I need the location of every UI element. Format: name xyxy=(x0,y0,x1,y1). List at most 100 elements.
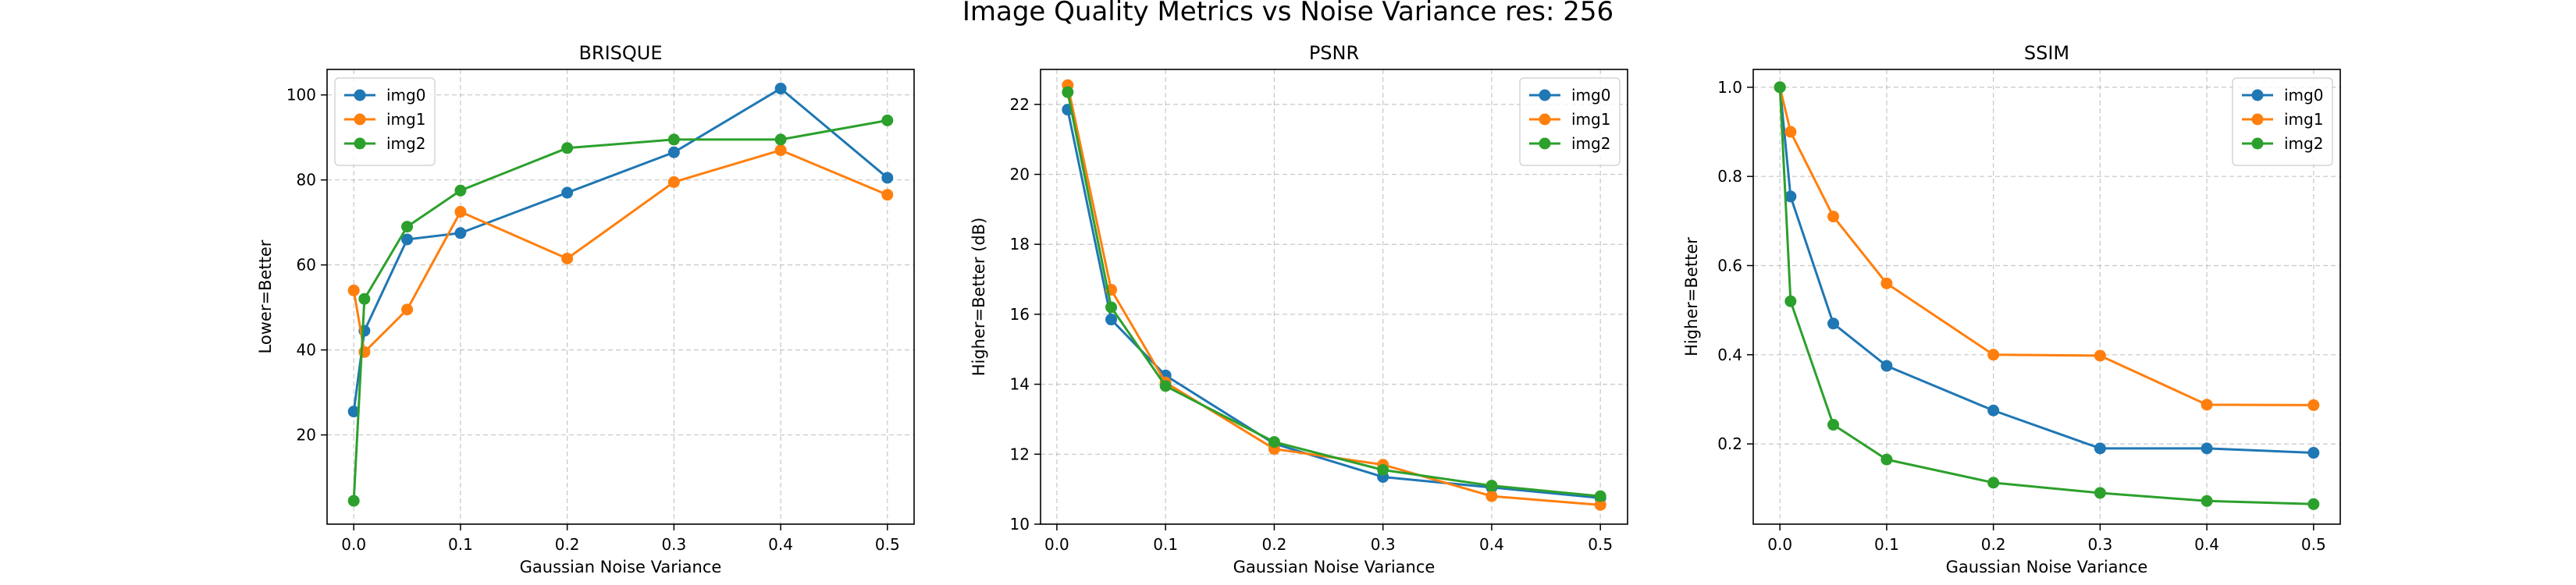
data-point-img1 xyxy=(454,206,467,218)
data-point-img2 xyxy=(1784,295,1797,307)
legend-marker-img1 xyxy=(2251,113,2264,126)
series-line-img0 xyxy=(352,87,888,412)
y-tick-label: 0.8 xyxy=(1717,167,1742,186)
x-tick-label: 0.2 xyxy=(555,535,580,554)
x-tick-label: 0.1 xyxy=(1153,535,1178,554)
data-point-img1 xyxy=(1987,349,2000,361)
legend-marker-img2 xyxy=(354,137,366,150)
data-point-img2 xyxy=(1268,436,1280,448)
data-point-img2 xyxy=(1827,419,1840,431)
data-point-img1 xyxy=(2307,399,2320,411)
data-point-img2 xyxy=(347,495,360,507)
legend-label-img1: img1 xyxy=(1571,110,1610,129)
y-tick-label: 80 xyxy=(297,171,316,190)
data-point-img2 xyxy=(1774,81,1786,94)
series-line-img2 xyxy=(1778,87,2314,505)
y-tick-label: 1.0 xyxy=(1717,78,1742,97)
chart-3-axes: 0.0 0.1 0.2 0.3 0.4 0.5 0.2 0.4 0.6 0.8 1.0 SSIM Gau… xyxy=(1682,42,2341,576)
data-point-img1 xyxy=(1485,490,1498,502)
data-point-img1 xyxy=(1880,277,1893,289)
x-tick-label: 0.2 xyxy=(1262,535,1287,554)
data-point-img1 xyxy=(1784,126,1797,138)
legend: img0 img1 img2 xyxy=(2232,77,2333,166)
legend: img0 img1 img2 xyxy=(334,77,436,166)
axes-frame xyxy=(1040,69,1628,525)
data-point-img2 xyxy=(358,292,371,305)
legend-marker-img0 xyxy=(354,89,366,101)
series-line-img1 xyxy=(1778,87,2314,406)
data-point-img0 xyxy=(667,146,680,158)
legend-marker-img2 xyxy=(2251,137,2264,150)
y-tick-label: 40 xyxy=(297,341,316,360)
y-tick-label: 20 xyxy=(297,426,316,445)
x-tick-label: 0.3 xyxy=(661,535,686,554)
legend-label-img2: img2 xyxy=(2284,134,2323,153)
data-point-img0 xyxy=(774,83,787,95)
data-point-img1 xyxy=(401,303,414,316)
y-tick-label: 18 xyxy=(1010,235,1030,254)
data-point-img2 xyxy=(1594,490,1606,502)
y-tick-label: 12 xyxy=(1010,445,1030,463)
series-line-img2 xyxy=(352,119,888,502)
data-point-img1 xyxy=(774,144,787,157)
data-point-img0 xyxy=(1880,360,1893,372)
y-axis-label: Lower=Better xyxy=(256,239,275,353)
chart-panels: 0.0 0.1 0.2 0.3 0.4 0.5 20 40 60 80 100 BRISQUE Gaus… xyxy=(256,42,2341,576)
data-point-img0 xyxy=(1784,190,1797,203)
chart-1-axes: 0.0 0.1 0.2 0.3 0.4 0.5 20 40 60 80 100 BRISQUE Gaus… xyxy=(256,42,915,576)
x-tick-label: 0.1 xyxy=(1874,535,1899,554)
legend-marker-img0 xyxy=(2251,89,2264,101)
x-tick-label: 0.0 xyxy=(1767,535,1792,554)
series-line-img1 xyxy=(352,149,888,353)
y-tick-label: 22 xyxy=(1010,95,1030,114)
data-point-img1 xyxy=(2094,349,2106,362)
x-axis-label: Gaussian Noise Variance xyxy=(1946,558,2148,576)
x-tick-label: 0.2 xyxy=(1981,535,2006,554)
x-tick-label: 0.5 xyxy=(875,535,900,554)
figure-suptitle: Image Quality Metrics vs Noise Variance … xyxy=(962,0,1614,27)
data-point-img1 xyxy=(881,189,894,201)
data-point-img2 xyxy=(2201,495,2213,507)
data-point-img2 xyxy=(1377,463,1389,476)
y-tick-label: 16 xyxy=(1010,305,1030,324)
legend-label-img2: img2 xyxy=(386,134,425,153)
x-tick-label: 0.5 xyxy=(1588,535,1613,554)
axes-frame xyxy=(326,69,915,525)
data-point-img0 xyxy=(2094,442,2106,455)
data-point-img1 xyxy=(347,284,360,296)
data-point-img0 xyxy=(401,233,414,246)
y-tick-label: 0.4 xyxy=(1717,346,1742,364)
data-point-img1 xyxy=(561,252,574,264)
legend-label-img0: img0 xyxy=(1571,86,1610,105)
data-point-img2 xyxy=(2307,498,2320,510)
data-point-img0 xyxy=(1827,317,1840,330)
x-tick-label: 0.3 xyxy=(2087,535,2112,554)
y-tick-label: 0.2 xyxy=(1717,434,1742,453)
chart-title: PSNR xyxy=(1309,42,1359,64)
x-axis-label: Gaussian Noise Variance xyxy=(1233,558,1436,576)
x-tick-label: 0.4 xyxy=(2194,535,2219,554)
data-point-img2 xyxy=(1485,480,1498,492)
y-tick-label: 0.6 xyxy=(1717,256,1742,275)
y-axis-label: Higher=Better xyxy=(1682,237,1701,356)
data-point-img1 xyxy=(1594,498,1606,511)
legend-marker-img0 xyxy=(1539,89,1551,101)
data-point-img2 xyxy=(454,184,467,197)
legend-label-img1: img1 xyxy=(2284,110,2323,129)
data-point-img0 xyxy=(2307,447,2320,459)
data-point-img0 xyxy=(561,186,574,199)
x-tick-label: 0.1 xyxy=(448,535,473,554)
legend-marker-img1 xyxy=(354,113,366,126)
y-axis-label: Higher=Better (dB) xyxy=(970,218,988,377)
data-point-img1 xyxy=(2201,399,2213,411)
data-point-img0 xyxy=(454,227,467,239)
data-point-img1 xyxy=(1827,211,1840,223)
legend-marker-img1 xyxy=(1539,113,1551,126)
data-point-img2 xyxy=(774,133,787,146)
legend-label-img1: img1 xyxy=(386,110,425,129)
data-point-img2 xyxy=(667,133,680,146)
x-tick-label: 0.4 xyxy=(768,535,793,554)
legend-label-img2: img2 xyxy=(1571,134,1610,153)
x-axis-label: Gaussian Noise Variance xyxy=(520,558,722,576)
